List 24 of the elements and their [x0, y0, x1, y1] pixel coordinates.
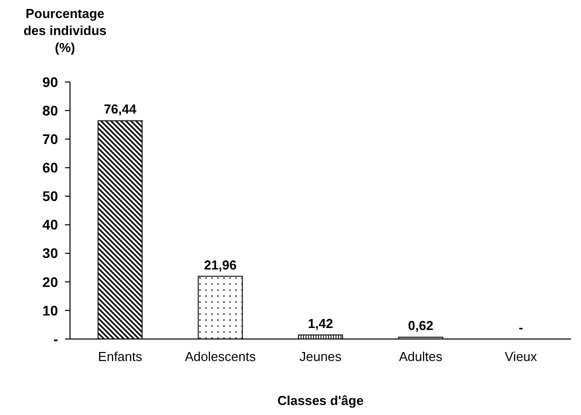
y-tick-label: 50	[42, 188, 58, 204]
x-tick-label: Jeunes	[300, 349, 342, 364]
x-tick-label: Adolescents	[184, 349, 256, 364]
y-tick-label: 60	[42, 160, 58, 176]
bar	[98, 120, 143, 340]
y-tick-label: 40	[42, 216, 58, 233]
y-tick-label: 70	[42, 131, 58, 148]
y-tick-label: 30	[42, 245, 58, 262]
data-label: 1,42	[308, 316, 334, 331]
y-tick-label: -	[53, 330, 58, 347]
data-label: -	[518, 320, 524, 335]
y-tick-label: 90	[42, 74, 58, 90]
data-label: 76,44	[104, 102, 138, 117]
data-label: 21,96	[204, 257, 237, 272]
x-axis-title: Classes d'âge	[277, 393, 364, 408]
y-tick-label: 80	[42, 102, 58, 118]
y-axis-title: Pourcentage des individus (%)	[23, 6, 107, 55]
data-label: 0,62	[408, 318, 434, 334]
x-tick-label: Adultes	[399, 349, 443, 364]
bar	[198, 276, 243, 340]
x-tick-label: Enfants	[98, 349, 143, 364]
x-tick-label: Vieux	[504, 349, 538, 364]
y-tick-label: 10	[42, 302, 58, 318]
y-tick-label: 20	[42, 274, 58, 290]
